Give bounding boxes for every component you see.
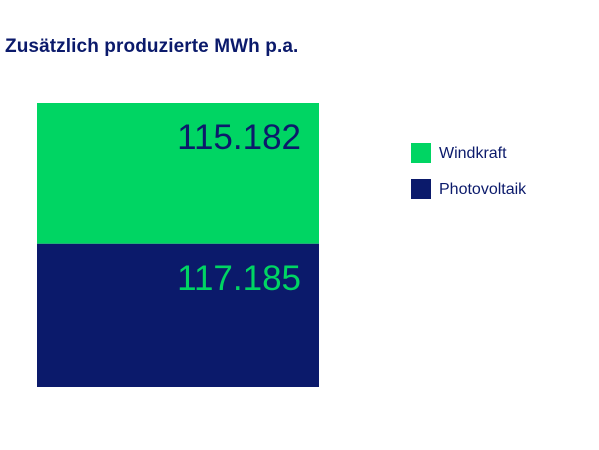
data-label-windkraft: 115.182: [177, 118, 301, 157]
data-label-photovoltaik: 117.185: [177, 259, 301, 298]
bar-segment-windkraft: [37, 103, 319, 244]
legend-label-photovoltaik: Photovoltaik: [439, 181, 527, 198]
chart-title: Zusätzlich produzierte MWh p.a.: [5, 36, 299, 57]
legend-label-windkraft: Windkraft: [439, 145, 507, 162]
bar-segment-photovoltaik: [37, 243, 319, 387]
legend-swatch-photovoltaik: [411, 179, 431, 199]
legend-swatch-windkraft: [411, 143, 431, 163]
